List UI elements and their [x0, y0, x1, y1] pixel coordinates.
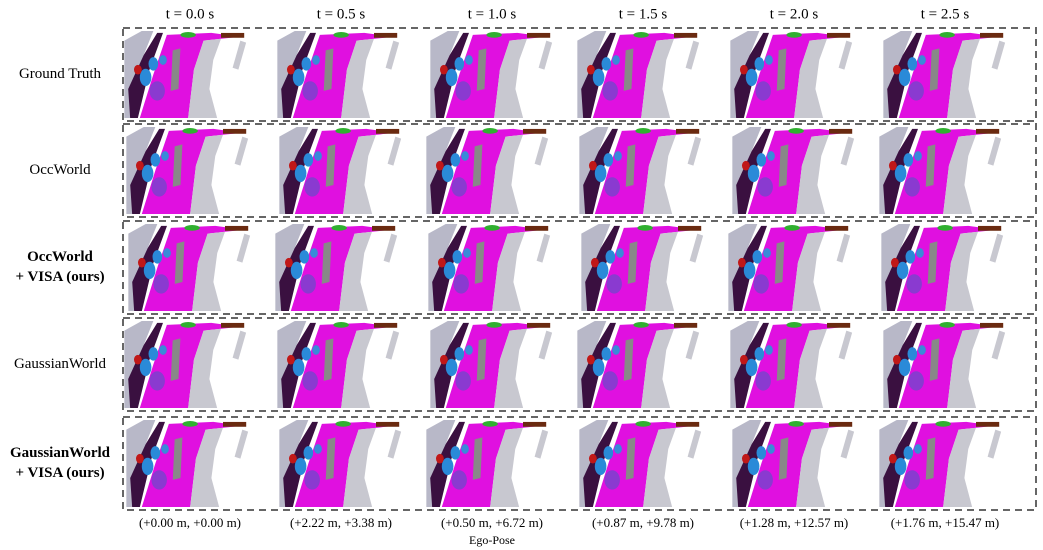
occupancy-render — [883, 31, 1005, 118]
ego-pose-label: (+1.76 m, +15.47 m) — [891, 515, 1000, 530]
row-label: OccWorld — [29, 162, 91, 178]
occupancy-render — [883, 321, 1005, 408]
occupancy-render — [277, 31, 399, 118]
occupancy-render — [279, 420, 401, 507]
occupancy-render — [277, 321, 399, 408]
row-label: GaussianWorld — [14, 356, 107, 372]
occupancy-render — [577, 31, 699, 118]
occupancy-render — [126, 420, 248, 507]
row-label: Ground Truth — [19, 66, 102, 82]
row-label: + VISA (ours) — [15, 465, 104, 481]
occupancy-render — [732, 127, 854, 214]
column-header: t = 1.5 s — [619, 6, 668, 22]
figure: t = 0.0 s t = 0.5 s t = 1.0 s t = 1.5 s t = … — [0, 0, 1043, 550]
occupancy-render — [732, 420, 854, 507]
row-label: + VISA (ours) — [15, 269, 104, 285]
occupancy-render — [124, 31, 246, 118]
ego-pose-label: (+2.22 m, +3.38 m) — [290, 515, 392, 530]
occupancy-render — [426, 420, 548, 507]
column-header: t = 2.5 s — [921, 6, 970, 22]
occupancy-render — [577, 321, 699, 408]
occupancy-render — [879, 420, 1001, 507]
occupancy-render — [430, 321, 552, 408]
row-label: OccWorld — [27, 249, 93, 265]
column-header: t = 1.0 s — [468, 6, 517, 22]
ego-pose-label: (+1.28 m, +12.57 m) — [740, 515, 849, 530]
occupancy-render — [426, 127, 548, 214]
column-header: t = 0.0 s — [166, 6, 215, 22]
occupancy-render — [730, 31, 852, 118]
ego-pose-caption: Ego-Pose — [469, 533, 515, 547]
column-header: t = 0.5 s — [317, 6, 366, 22]
occupancy-render — [881, 224, 1003, 311]
occupancy-render — [730, 321, 852, 408]
occupancy-render — [728, 224, 850, 311]
ego-pose-label: (+0.50 m, +6.72 m) — [441, 515, 543, 530]
occupancy-render — [126, 127, 248, 214]
occupancy-render — [128, 224, 250, 311]
occupancy-render — [124, 321, 246, 408]
occupancy-render — [879, 127, 1001, 214]
occupancy-render — [275, 224, 397, 311]
ego-pose-label: (+0.00 m, +0.00 m) — [139, 515, 241, 530]
occupancy-render — [579, 127, 701, 214]
occupancy-render — [579, 420, 701, 507]
occupancy-render — [581, 224, 703, 311]
row-label: GaussianWorld — [10, 445, 111, 461]
ego-pose-label: (+0.87 m, +9.78 m) — [592, 515, 694, 530]
occupancy-render — [430, 31, 552, 118]
occupancy-render — [428, 224, 550, 311]
occupancy-render — [279, 127, 401, 214]
column-header: t = 2.0 s — [770, 6, 819, 22]
